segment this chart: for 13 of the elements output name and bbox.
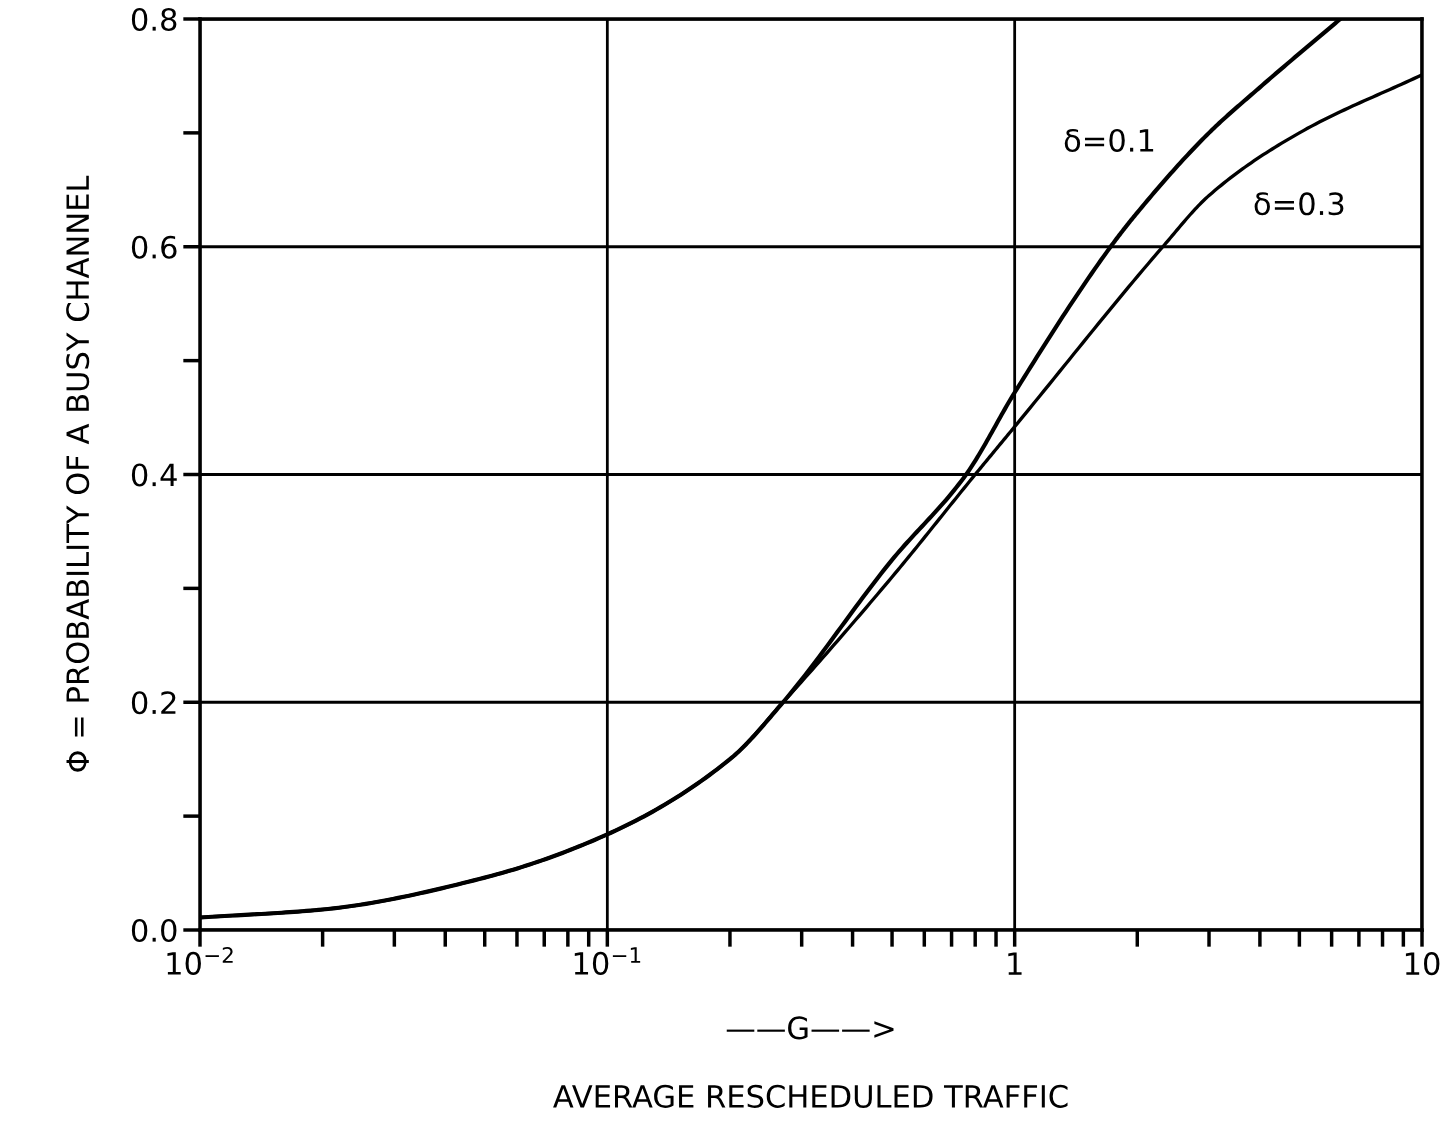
y-tick-label: 0.2 bbox=[131, 691, 176, 715]
x-tick-label: 10$^{−2}$ bbox=[167, 946, 233, 975]
y-tick-label: 0.8 bbox=[131, 7, 177, 32]
y-tick-label: 0.0 bbox=[131, 918, 177, 943]
y-tick-label: 0.4 bbox=[131, 463, 177, 487]
y-axis-title: Φ = PROBABILITY OF A BUSY CHANNEL bbox=[66, 175, 90, 772]
series-label: δ=0.1 bbox=[1064, 128, 1154, 153]
x-tick-label: 1 bbox=[1008, 952, 1022, 975]
y-tick-label: 0.6 bbox=[131, 235, 177, 259]
series-label: δ=0.3 bbox=[1254, 192, 1344, 216]
x-tick-label: 10 bbox=[1405, 952, 1440, 976]
x-tick-label: 10$^{−1}$ bbox=[574, 947, 641, 975]
text: ——G——> AVERAGE RESCHEDULED TRAFFIC bbox=[553, 1016, 1068, 1108]
